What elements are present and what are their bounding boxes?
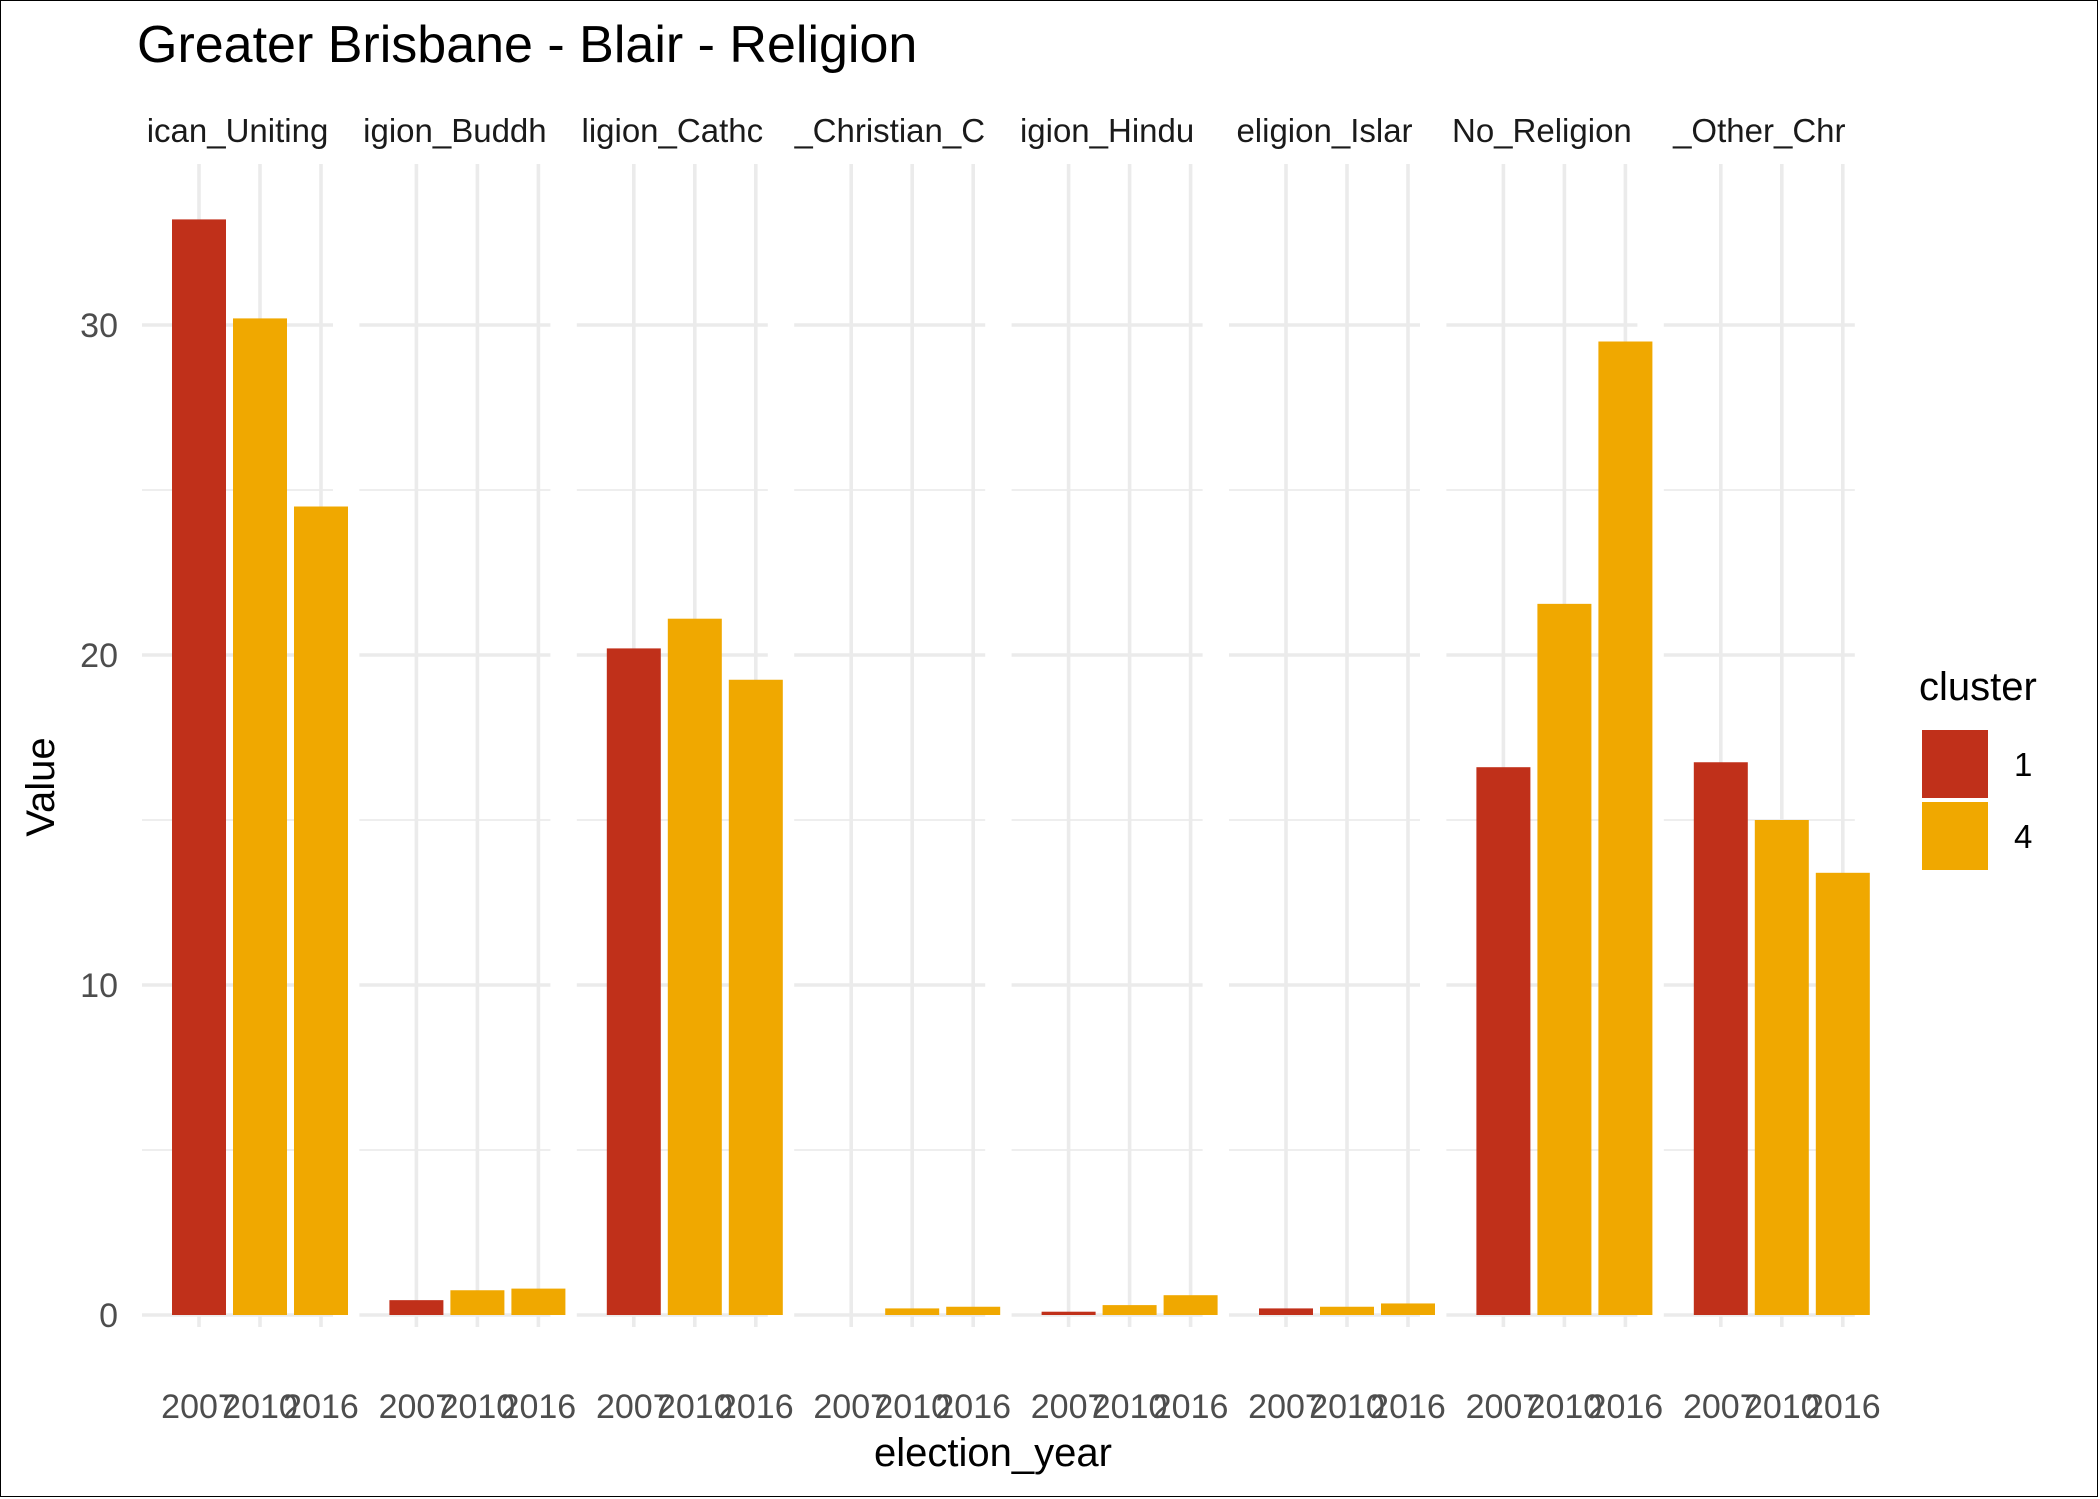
x-tick-label: 2016 <box>1588 1388 1664 1426</box>
x-tick-label: 2016 <box>1370 1388 1446 1426</box>
legend-label: 4 <box>2014 818 2032 855</box>
facet-strip-label: igion_Buddh <box>363 112 547 149</box>
x-tick-label: 2010 <box>1527 1388 1603 1426</box>
bar <box>946 1306 1001 1315</box>
bar <box>511 1288 566 1315</box>
facet-strip-label: _Christian_C <box>793 112 985 149</box>
legend-swatch <box>1922 730 1988 798</box>
facet-strip-label: _Other_Chr <box>1672 112 1845 149</box>
bar <box>885 1308 940 1315</box>
bar <box>728 679 783 1315</box>
bar <box>172 219 226 1315</box>
x-tick-label: 2016 <box>935 1388 1011 1426</box>
x-tick-label: 2016 <box>283 1388 359 1426</box>
x-tick-label: 2007 <box>1683 1388 1759 1426</box>
facet-strip-label: ligion_Cathc <box>581 112 763 149</box>
x-axis-title: election_year <box>874 1431 1112 1475</box>
facet-strip-label: No_Religion <box>1452 112 1632 149</box>
x-tick-label: 2010 <box>1309 1388 1385 1426</box>
x-tick-label: 2007 <box>596 1388 672 1426</box>
bar <box>233 318 287 1315</box>
facet-strip-label: ican_Uniting <box>147 112 329 149</box>
legend: cluster 1 4 <box>1919 665 2037 870</box>
x-tick-label: 2007 <box>161 1388 237 1426</box>
bar <box>1163 1295 1218 1315</box>
bar <box>1693 762 1748 1315</box>
x-tick-label: 2007 <box>1466 1388 1542 1426</box>
facet-strip-label: igion_Hindu <box>1020 112 1194 149</box>
facet-panels: ican_Uniting200720102016igion_Buddh20072… <box>142 112 1881 1426</box>
legend-title: cluster <box>1919 665 2037 709</box>
legend-label: 1 <box>2014 746 2032 783</box>
x-tick-label: 2007 <box>1031 1388 1107 1426</box>
bar <box>1381 1303 1435 1315</box>
bar <box>1320 1306 1374 1315</box>
x-tick-label: 2016 <box>1805 1388 1881 1426</box>
bar <box>1102 1305 1157 1315</box>
bar <box>1598 341 1653 1315</box>
bar <box>667 618 722 1315</box>
bar <box>1537 603 1592 1315</box>
x-tick-label: 2016 <box>1153 1388 1229 1426</box>
x-tick-label: 2010 <box>874 1388 950 1426</box>
x-tick-label: 2010 <box>440 1388 516 1426</box>
bar <box>389 1300 444 1315</box>
x-tick-label: 2010 <box>222 1388 298 1426</box>
x-tick-label: 2007 <box>1248 1388 1324 1426</box>
x-tick-label: 2010 <box>657 1388 733 1426</box>
chart-title: Greater Brisbane - Blair - Religion <box>137 16 917 74</box>
legend-swatch <box>1922 802 1988 870</box>
x-tick-label: 2007 <box>379 1388 455 1426</box>
bar <box>1259 1308 1313 1315</box>
bar <box>1815 872 1870 1315</box>
bar <box>1476 767 1531 1315</box>
x-tick-label: 2007 <box>813 1388 889 1426</box>
x-tick-label: 2016 <box>718 1388 794 1426</box>
x-tick-label: 2016 <box>501 1388 577 1426</box>
y-tick-label: 30 <box>80 307 118 345</box>
y-tick-label: 10 <box>80 967 118 1005</box>
bar <box>1754 820 1809 1315</box>
facet-strip-label: eligion_Islar <box>1236 112 1412 149</box>
x-tick-label: 2010 <box>1744 1388 1820 1426</box>
bar <box>450 1290 505 1315</box>
y-axis-title: Value <box>19 737 63 836</box>
bar <box>294 506 348 1315</box>
y-axis: 0 10 20 30 <box>80 307 118 1335</box>
y-tick-label: 0 <box>99 1297 118 1335</box>
x-tick-label: 2010 <box>1092 1388 1168 1426</box>
bar <box>1041 1311 1096 1315</box>
y-tick-label: 20 <box>80 637 118 675</box>
bar <box>606 648 661 1315</box>
